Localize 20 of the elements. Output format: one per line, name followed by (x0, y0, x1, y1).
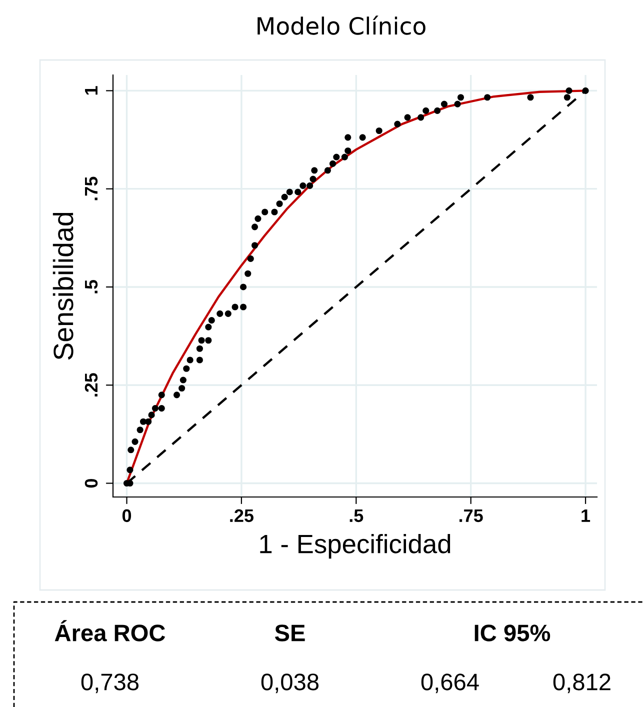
y-tick-label: 1 (85, 86, 98, 95)
x-tick-label: .25 (230, 509, 254, 522)
text: 0,038 (261, 674, 319, 694)
x-tick-label: 0 (122, 509, 132, 522)
text: 0,812 (553, 674, 610, 694)
y-tick-label: .75 (85, 176, 98, 200)
text: IC 95% (474, 624, 550, 642)
y-tick-label: .5 (85, 280, 98, 294)
y-tick-label: .25 (84, 373, 98, 396)
text: 0,738 (81, 674, 139, 694)
x-tick-label: .75 (460, 509, 483, 522)
text: 0,664 (421, 674, 479, 694)
text: Área ROC (54, 620, 166, 642)
text: SE (274, 624, 305, 642)
x-axis-title: 1 - Especificidad (260, 534, 450, 559)
x-tick-label: .5 (350, 509, 364, 522)
chart-title: Modelo Clínico (258, 16, 426, 35)
y-axis-title: Sensibilidad (52, 212, 74, 360)
x-tick-label: 1 (582, 509, 590, 522)
y-tick-label: 0 (84, 478, 98, 488)
